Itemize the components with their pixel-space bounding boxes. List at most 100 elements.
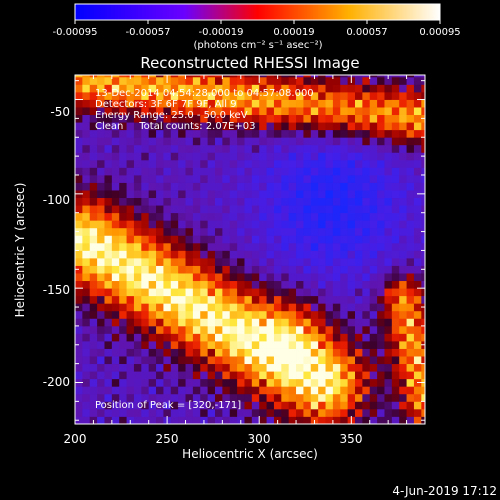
heatmap-cell xyxy=(310,99,319,108)
heatmap-cell xyxy=(237,152,245,161)
heatmap-cell xyxy=(237,371,245,380)
heatmap-cell xyxy=(244,340,253,349)
heatmap-cell xyxy=(133,212,142,221)
heatmap-cell xyxy=(281,280,290,289)
heatmap-cell xyxy=(377,227,385,236)
heatmap-cell xyxy=(178,386,186,395)
heatmap-cell xyxy=(377,303,385,312)
heatmap-cell xyxy=(200,144,209,153)
heatmap-cell xyxy=(355,371,363,380)
heatmap-cell xyxy=(310,348,319,357)
heatmap-cell xyxy=(288,197,297,206)
heatmap-cell xyxy=(185,265,194,274)
heatmap-cell xyxy=(141,197,150,206)
heatmap-cell xyxy=(355,401,363,410)
heatmap-cell xyxy=(355,340,363,349)
heatmap-cell xyxy=(273,333,282,342)
heatmap-cell xyxy=(266,75,275,78)
heatmap-cell xyxy=(141,257,150,266)
heatmap-cell xyxy=(207,393,216,402)
heatmap-cell xyxy=(200,340,209,349)
heatmap-cell xyxy=(369,122,378,131)
heatmap-cell xyxy=(148,137,157,146)
heatmap-cell xyxy=(391,137,400,146)
heatmap-cell xyxy=(377,265,385,274)
heatmap-cell xyxy=(355,212,363,221)
heatmap-cell xyxy=(97,303,105,312)
heatmap-cell xyxy=(391,333,400,342)
heatmap-cell xyxy=(340,416,349,425)
heatmap-cell xyxy=(178,227,186,236)
heatmap-cell xyxy=(178,144,186,153)
heatmap-cell xyxy=(215,288,223,297)
heatmap-cell xyxy=(170,152,179,161)
heatmap-cell xyxy=(104,348,113,357)
heatmap-cell xyxy=(244,356,253,365)
heatmap-cell xyxy=(273,401,282,410)
heatmap-cell xyxy=(97,288,105,297)
heatmap-cell xyxy=(362,371,371,380)
heatmap-cell xyxy=(355,91,363,100)
heatmap-cell xyxy=(192,250,201,259)
heatmap-cell xyxy=(369,205,378,214)
heatmap-cell xyxy=(273,174,282,183)
heatmap-cell xyxy=(244,242,253,251)
heatmap-cell xyxy=(355,122,363,131)
heatmap-cell xyxy=(163,235,172,244)
heatmap-cell xyxy=(133,386,142,395)
heatmap-cell xyxy=(244,295,253,304)
heatmap-cell xyxy=(104,114,113,123)
heatmap-cell xyxy=(399,99,407,108)
heatmap-cell xyxy=(251,265,260,274)
heatmap-cell xyxy=(332,280,341,289)
heatmap-cell xyxy=(104,190,113,199)
heatmap-cell xyxy=(237,393,245,402)
heatmap-cell xyxy=(259,137,267,146)
heatmap-cell xyxy=(288,84,297,93)
heatmap-cell xyxy=(288,144,297,153)
heatmap-cell xyxy=(421,122,426,131)
heatmap-cell xyxy=(281,235,290,244)
heatmap-cell xyxy=(406,356,415,365)
heatmap-cell xyxy=(75,174,83,183)
heatmap-cell xyxy=(119,348,127,357)
heatmap-cell xyxy=(119,190,127,199)
heatmap-cell xyxy=(318,107,326,116)
heatmap-cell xyxy=(178,303,186,312)
heatmap-cell xyxy=(340,288,349,297)
heatmap-cell xyxy=(377,144,385,153)
heatmap-cell xyxy=(82,167,91,176)
heatmap-cell xyxy=(111,122,120,131)
heatmap-cell xyxy=(148,371,157,380)
heatmap-cell xyxy=(222,107,231,116)
heatmap-cell xyxy=(318,91,326,100)
heatmap-cell xyxy=(391,393,400,402)
heatmap-cell xyxy=(82,416,91,425)
heatmap-cell xyxy=(119,152,127,161)
heatmap-cell xyxy=(399,371,407,380)
heatmap-cell xyxy=(391,99,400,108)
heatmap-cell xyxy=(207,340,216,349)
heatmap-cell xyxy=(347,182,356,191)
heatmap-cell xyxy=(237,325,245,334)
heatmap-cell xyxy=(325,356,334,365)
heatmap-cell xyxy=(362,393,371,402)
heatmap-cell xyxy=(421,235,426,244)
heatmap-cell xyxy=(413,205,422,214)
heatmap-cell xyxy=(251,295,260,304)
heatmap-cell xyxy=(141,107,150,116)
heatmap-cell xyxy=(384,227,393,236)
heatmap-cell xyxy=(126,401,135,410)
heatmap-cell xyxy=(266,152,275,161)
heatmap-cell xyxy=(97,280,105,289)
heatmap-cell xyxy=(229,167,238,176)
heatmap-cell xyxy=(229,265,238,274)
heatmap-cell xyxy=(200,401,209,410)
heatmap-cell xyxy=(244,182,253,191)
heatmap-cell xyxy=(340,273,349,282)
heatmap-cell xyxy=(133,84,142,93)
heatmap-cell xyxy=(251,371,260,380)
heatmap-cell xyxy=(141,137,150,146)
heatmap-cell xyxy=(325,197,334,206)
heatmap-cell xyxy=(310,363,319,372)
